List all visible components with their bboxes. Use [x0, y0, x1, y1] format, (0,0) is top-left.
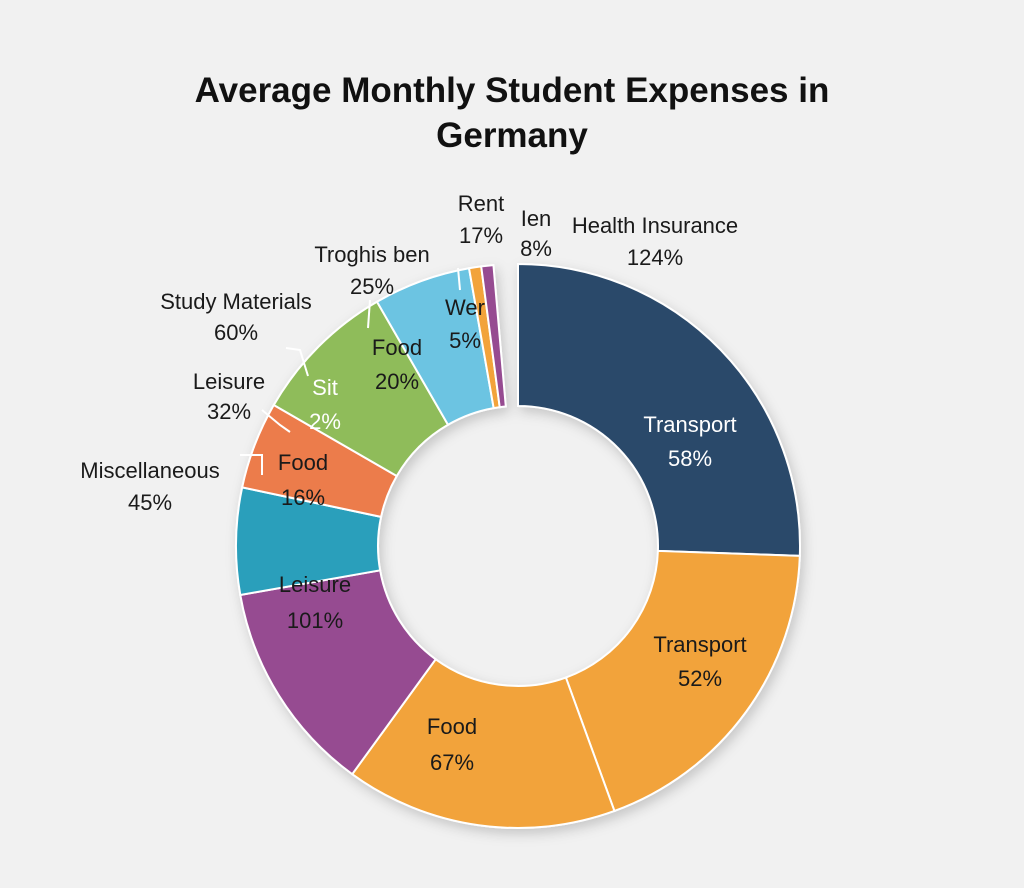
- donut-slice-9: [480, 263, 507, 409]
- slice-value-1: 52%: [678, 666, 722, 691]
- slice-value-7: 5%: [449, 328, 481, 353]
- donut-slice-3: [239, 569, 438, 776]
- slice-value-3: 101%: [287, 608, 343, 633]
- slice-labels: Transport 58% Transport 52% Food 67% Leisure 10…: [278, 295, 747, 775]
- slice-label-1: Transport: [653, 632, 746, 657]
- callout-label-6: Miscellaneous: [80, 458, 219, 483]
- donut-slice-2: [350, 657, 616, 829]
- donut-slice-0: [517, 262, 801, 557]
- slice-label-3: Leisure: [279, 572, 351, 597]
- callout-value-6: 45%: [128, 490, 172, 515]
- callout-label-3: Troghis ben: [314, 242, 429, 267]
- callout-label-2: Rent: [458, 191, 504, 216]
- leader-line-4: [240, 454, 263, 475]
- chart-title-line-1: Average Monthly Student Expenses in: [194, 71, 830, 110]
- leader-line-1: [367, 299, 371, 329]
- callout-labels: Health Insurance 124% Ien 8% Rent 17% Troghis …: [80, 191, 738, 515]
- chart-title: Average Monthly Student Expenses in Germ…: [0, 68, 1024, 158]
- leader-line-3: [261, 409, 291, 433]
- slice-label-7: Wer: [445, 295, 485, 320]
- callout-label-4: Study Materials: [160, 289, 312, 314]
- chart-title-line-2: Germany: [436, 116, 588, 155]
- callout-label-0: Health Insurance: [572, 213, 738, 238]
- callout-label-1: Ien: [521, 206, 552, 231]
- callout-leader-lines: [240, 267, 461, 475]
- callout-value-4: 60%: [214, 320, 258, 345]
- callout-value-1: 8%: [520, 236, 552, 261]
- slice-value-5: 2%: [309, 409, 341, 434]
- donut-slice-1: [564, 549, 801, 813]
- slice-label-0: Transport: [643, 412, 736, 437]
- leader-line-2: [285, 347, 309, 377]
- slice-value-2: 67%: [430, 750, 474, 775]
- callout-label-5: Leisure: [193, 369, 265, 394]
- slice-value-6: 20%: [375, 369, 419, 394]
- slice-label-2: Food: [427, 714, 477, 739]
- slice-value-0: 58%: [668, 446, 712, 471]
- slice-value-4: 16%: [281, 485, 325, 510]
- leader-line-0: [457, 267, 461, 291]
- donut-slices: [235, 262, 801, 829]
- callout-value-3: 25%: [350, 274, 394, 299]
- slice-label-6: Food: [372, 335, 422, 360]
- callout-value-5: 32%: [207, 399, 251, 424]
- slice-label-4: Food: [278, 450, 328, 475]
- callout-value-0: 124%: [627, 245, 683, 270]
- callout-value-2: 17%: [459, 223, 503, 248]
- slice-label-5: Sit: [312, 375, 338, 400]
